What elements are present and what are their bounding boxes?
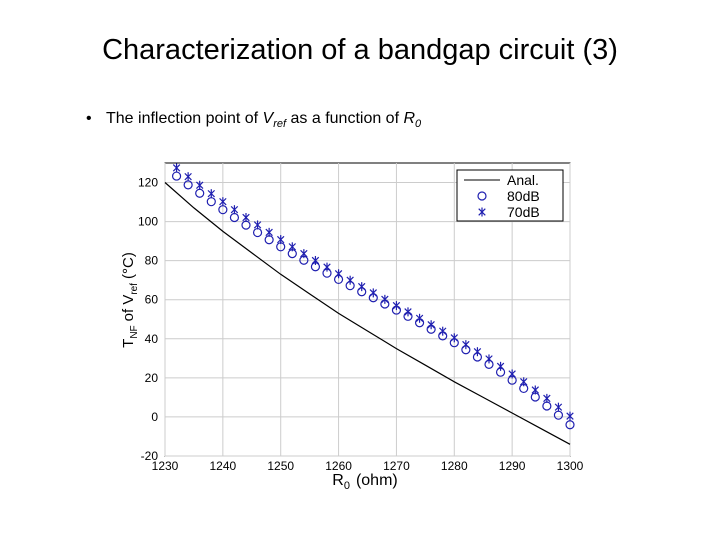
- bullet-r0-symbol: R: [403, 110, 416, 127]
- bullet-dot: •: [86, 110, 92, 127]
- point-70db: [369, 288, 378, 298]
- point-70db: [357, 282, 366, 292]
- point-70db: [531, 385, 540, 395]
- point-70db: [462, 340, 470, 350]
- tick-labels: 1230 1240 1250 1260 1270 1280 1290 1300 -20 0 20 40…: [138, 176, 584, 473]
- point-70db: [300, 249, 308, 259]
- marker-series: [171, 163, 575, 430]
- anal-series: [164, 182, 571, 445]
- y-tick-label: 20: [145, 371, 159, 385]
- point-70db: [219, 197, 227, 207]
- point-70db: [554, 402, 563, 412]
- point-70db: [172, 163, 181, 173]
- point-70db: [485, 354, 493, 364]
- y-tick-label: 100: [138, 215, 158, 229]
- point-70db: [195, 180, 204, 190]
- y-tick-label: -20: [141, 449, 159, 463]
- y-tick-label: 60: [145, 293, 159, 307]
- x-tick-label: 1270: [383, 459, 410, 473]
- point-70db: [543, 393, 551, 403]
- anal-line: [164, 182, 571, 445]
- x-tick-label: 1240: [210, 459, 237, 473]
- legend-box: [456, 169, 564, 222]
- point-70db: [427, 320, 435, 330]
- x-axis-label: R0 (ohm): [332, 472, 397, 492]
- point-70db: [566, 411, 574, 421]
- legend-70db-label: 70dB: [507, 204, 540, 220]
- point-70db: [438, 326, 447, 336]
- bullet-text: • The inflection point of Vref as a funct…: [86, 110, 421, 130]
- point-70db: [519, 377, 528, 387]
- x-tick-label: 1250: [267, 459, 294, 473]
- point-70db: [508, 369, 516, 379]
- point-70db: [404, 307, 412, 317]
- legend: Anal. 80dB 70dB: [456, 169, 564, 222]
- x-tick-label: 1230: [152, 459, 179, 473]
- bullet-r0-subscript: 0: [415, 118, 422, 130]
- legend-star-glyph: [478, 207, 486, 217]
- y-tick-label: 0: [151, 410, 158, 424]
- point-70db: [392, 301, 401, 311]
- y-tick-label: 80: [145, 254, 159, 268]
- y-tick-label: 40: [145, 332, 159, 346]
- point-70db: [334, 269, 343, 279]
- point-70db: [450, 333, 459, 343]
- point-80db: [565, 420, 575, 430]
- y-tick-label: 120: [138, 176, 158, 190]
- legend-anal-label: Anal.: [507, 172, 539, 188]
- point-70db: [207, 189, 216, 199]
- point-70db: [415, 313, 424, 323]
- point-70db: [276, 235, 285, 245]
- bullet-vref-subscript: ref: [273, 118, 287, 130]
- y-axis-label: TNFof Vref(°C): [120, 252, 140, 348]
- point-70db: [311, 255, 320, 265]
- point-70db: [496, 361, 505, 371]
- point-70db: [184, 172, 192, 182]
- x-tick-label: 1280: [441, 459, 468, 473]
- grid: [164, 163, 571, 457]
- x-tick-label: 1260: [325, 459, 352, 473]
- legend-70db-marker: [478, 207, 486, 217]
- slide-title: Characterization of a bandgap circuit (3…: [102, 34, 618, 66]
- point-70db: [323, 262, 331, 272]
- x-tick-label: 1300: [557, 459, 584, 473]
- point-70db: [381, 294, 389, 304]
- point-70db: [288, 242, 297, 252]
- point-70db: [242, 212, 250, 222]
- legend-80db-marker: [477, 191, 487, 201]
- point-70db: [253, 220, 262, 230]
- bullet-vref-symbol: V: [262, 110, 274, 127]
- bullet-middle: as a function of: [286, 110, 404, 127]
- x-tick-label: 1290: [499, 459, 526, 473]
- legend-80db-label: 80dB: [507, 188, 540, 204]
- point-70db: [473, 347, 482, 357]
- point-70db: [265, 227, 273, 237]
- bullet-prefix: The inflection point of: [106, 110, 263, 127]
- point-70db: [230, 205, 239, 215]
- point-70db: [346, 275, 354, 285]
